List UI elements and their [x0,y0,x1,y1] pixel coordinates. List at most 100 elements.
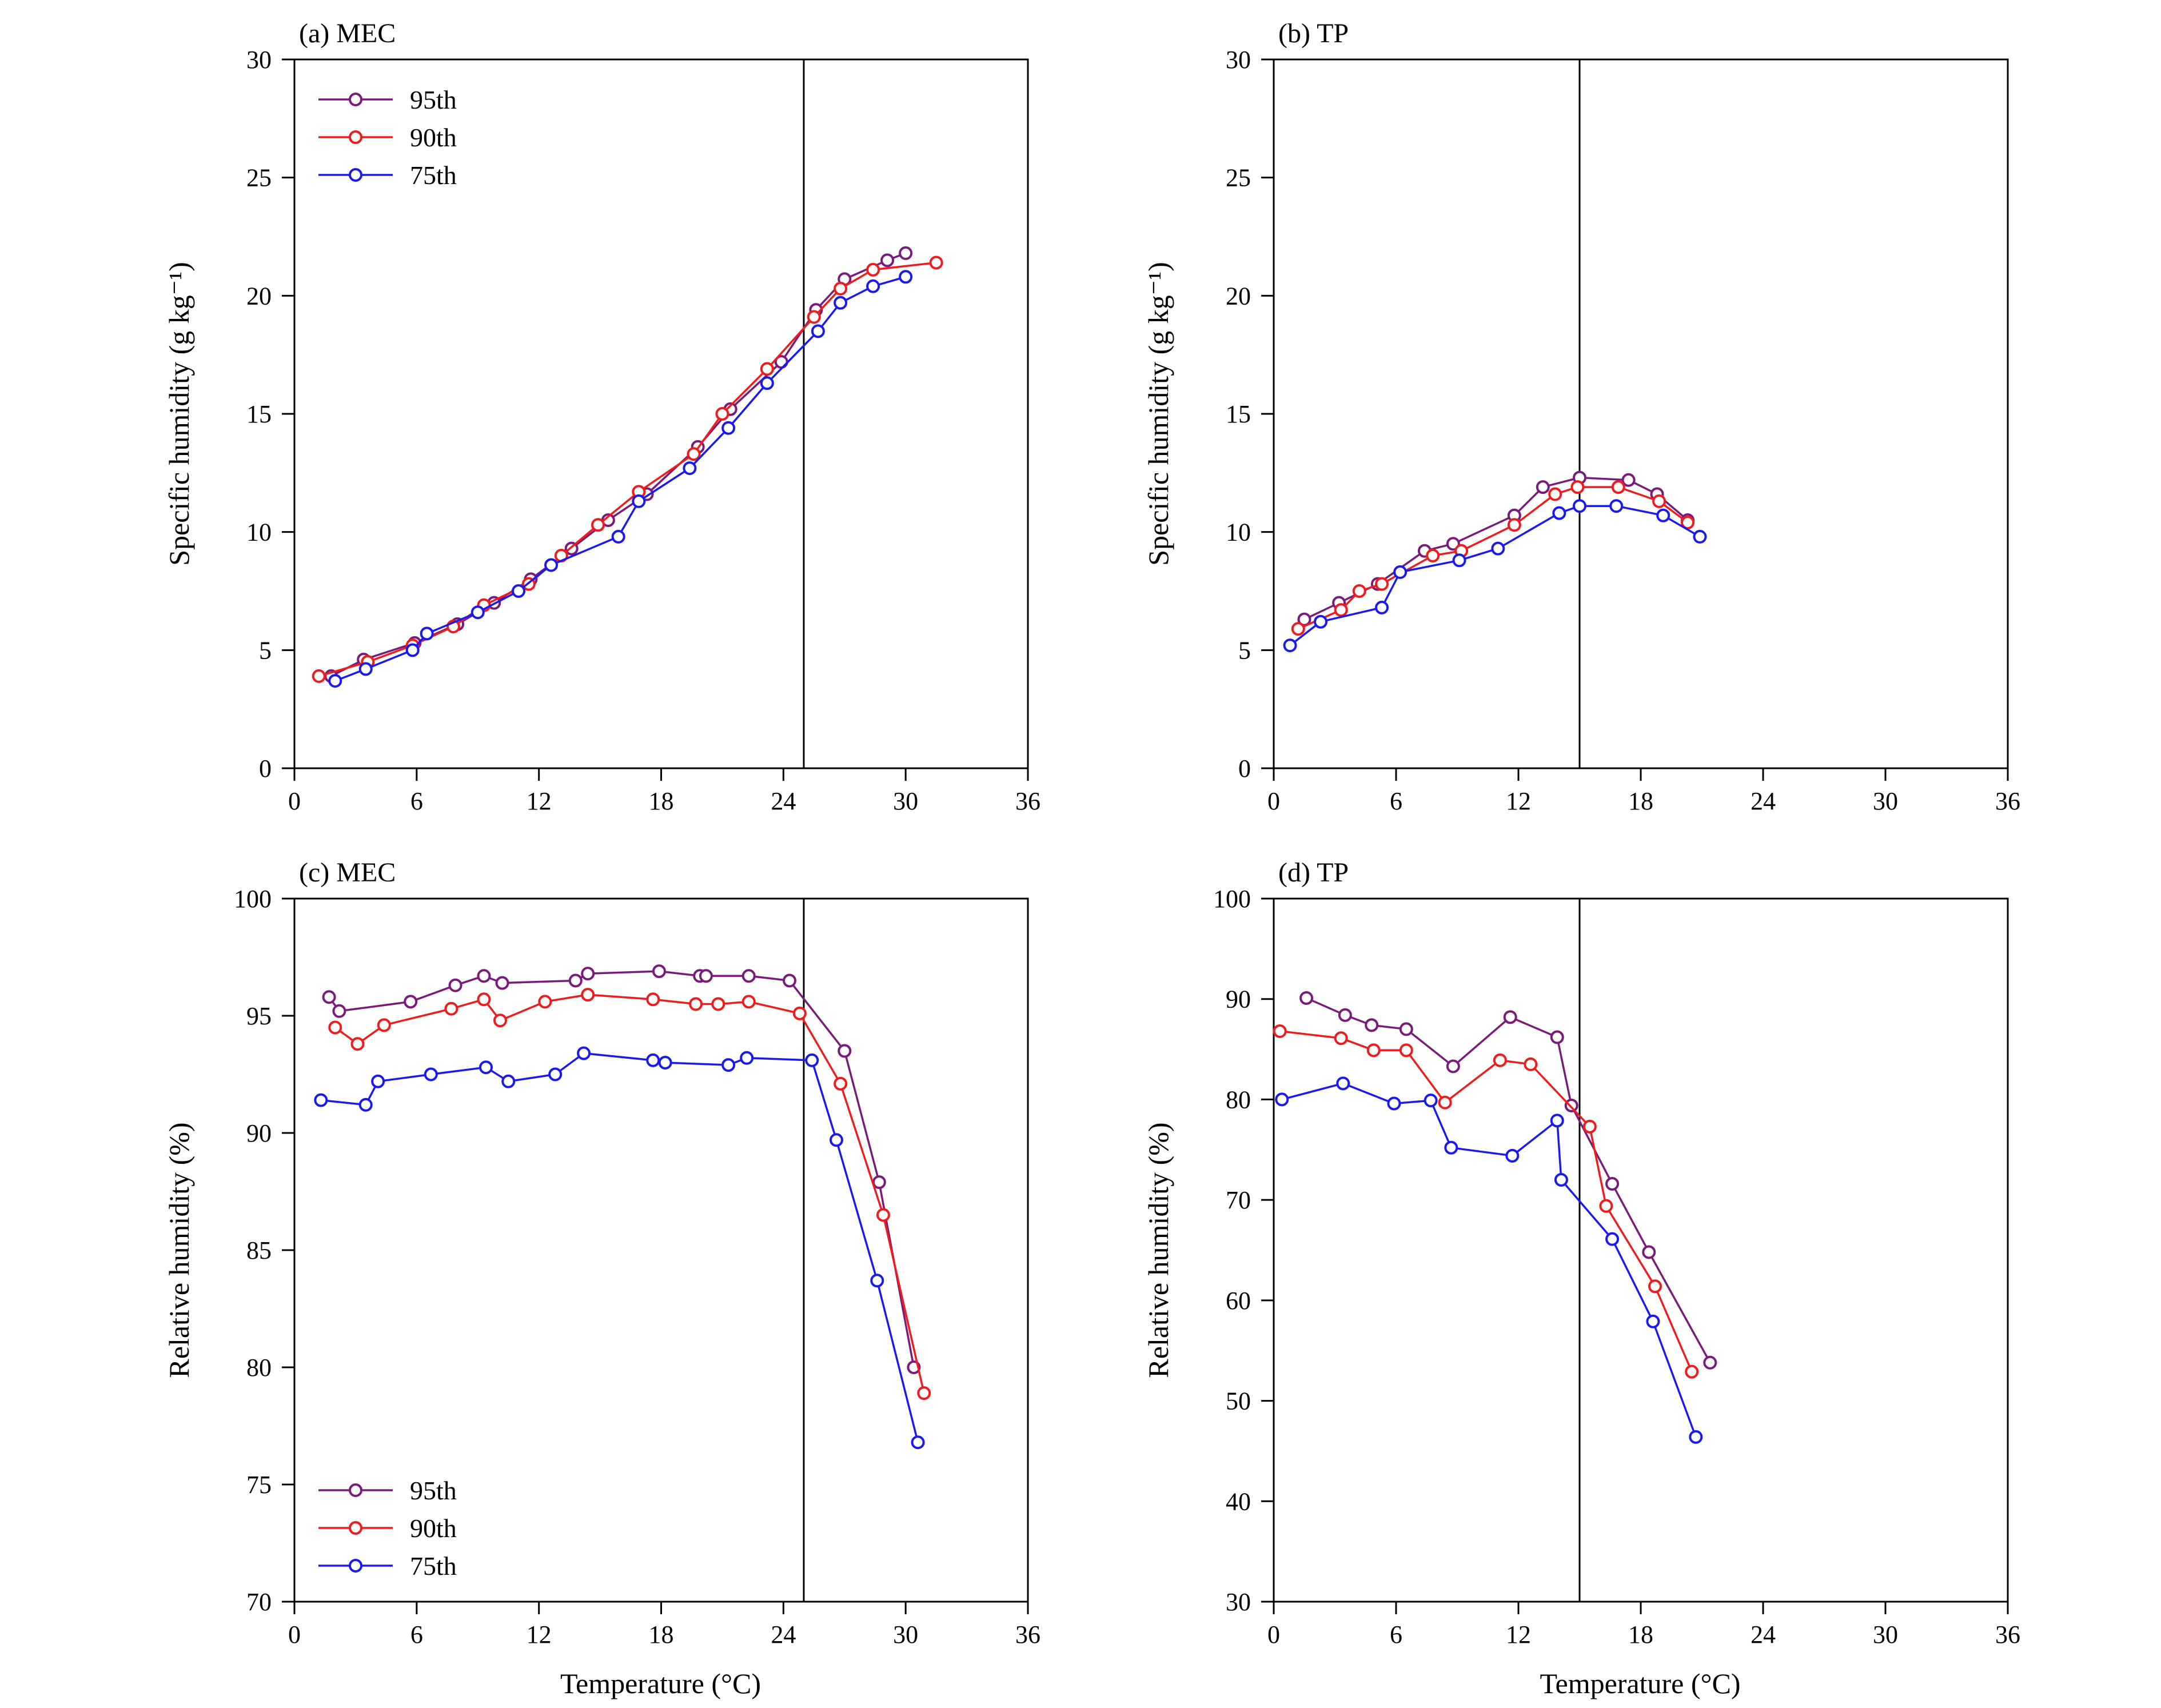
data-point-75th [1336,1076,1350,1091]
x-tick-label: 6 [410,1621,423,1649]
x-axis-title: Temperature (°C) [1540,1667,1740,1699]
data-point-90th [1375,577,1389,591]
data-point-95th [1550,1030,1564,1044]
panel-title: (b) TP [1278,18,1349,49]
y-axis-title: Relative humidity (%) [1142,1122,1174,1378]
x-tick-label: 36 [1015,787,1040,815]
data-point-90th [538,995,552,1009]
legend-marker-90th [349,1521,362,1535]
panel-a: 0 6 12 18 24 30 36 0 5 10 15 20 25 30 (a) MEC Specific … [163,18,1040,815]
y-tick-label: 90 [1226,985,1251,1013]
data-point-75th [911,1435,925,1450]
data-point-90th [715,407,729,421]
data-point-75th [805,1053,819,1067]
data-point-90th [493,1013,507,1028]
data-point-75th [512,584,526,598]
data-point-75th [1283,638,1297,653]
x-tick-label: 0 [1267,787,1280,815]
y-tick-label: 20 [246,282,272,310]
data-point-90th [312,669,326,683]
data-point-75th [834,296,848,310]
legend-marker-75th [349,168,362,182]
data-point-90th [1273,1024,1287,1038]
data-point-75th [471,605,485,620]
x-tick-label: 0 [1267,1621,1280,1649]
panel-title: (d) TP [1278,857,1349,888]
data-point-90th [1438,1095,1452,1110]
data-point-75th [1609,499,1624,513]
x-tick-label: 36 [1015,1621,1040,1649]
data-point-75th [1393,565,1408,579]
y-tick-label: 75 [246,1471,272,1499]
data-point-75th [721,1058,736,1072]
data-point-95th [699,969,713,983]
y-tick-label: 25 [1226,164,1251,192]
data-point-75th [544,558,559,572]
series-line-95th [1306,997,1711,1363]
y-tick-label: 70 [1226,1186,1251,1214]
data-point-95th [1399,1022,1413,1036]
x-tick-label: 0 [288,1621,301,1649]
legend-label-95th: 95th [410,85,457,114]
data-point-95th [1536,480,1550,494]
y-tick-label: 30 [1226,1588,1251,1616]
data-point-75th [1375,600,1389,614]
data-point-75th [811,324,825,338]
x-tick-label: 30 [1873,787,1898,815]
y-tick-label: 5 [259,636,272,664]
y-tick-label: 95 [246,1002,272,1030]
data-point-90th [1334,1031,1348,1045]
data-point-90th [834,1076,848,1091]
x-tick-label: 24 [771,787,796,815]
data-point-95th [1605,1177,1620,1191]
y-tick-label: 5 [1238,636,1251,664]
plot-frame [1273,58,2009,769]
data-point-75th [1505,1148,1520,1163]
data-point-75th [646,1053,660,1067]
data-point-95th [568,973,583,988]
data-point-90th [689,997,703,1011]
y-tick-label: 80 [1226,1086,1251,1114]
data-point-95th [322,990,336,1004]
data-point-95th [1503,1010,1517,1024]
data-point-75th [740,1051,754,1065]
data-point-75th [829,1133,843,1147]
data-point-90th [1652,494,1666,508]
data-point-90th [377,1018,391,1032]
data-point-90th [1570,480,1585,494]
x-tick-label: 36 [1995,1621,2020,1649]
panel-c: 0 6 12 18 24 30 36 70 75 80 85 90 95 100 (c) MEC Relati… [163,857,1040,1699]
data-point-90th [591,518,605,532]
data-point-75th [1646,1314,1660,1328]
data-point-75th [683,461,697,476]
panel-title: (c) MEC [299,857,396,888]
plot-frame [293,58,1029,769]
data-point-90th [1493,1053,1507,1067]
data-point-90th [1582,1119,1597,1134]
data-point-75th [424,1067,438,1082]
y-tick-label: 0 [259,755,272,783]
data-point-90th [876,1208,890,1222]
legend-label-75th: 75th [410,161,457,190]
data-point-95th [741,969,756,983]
data-point-75th [1656,508,1670,522]
y-tick-label: 60 [1226,1287,1251,1315]
data-point-90th [1548,487,1562,501]
data-point-90th [1426,549,1440,562]
y-tick-label: 15 [1226,400,1251,428]
data-point-95th [1621,473,1636,487]
y-tick-label: 85 [246,1236,272,1264]
data-point-75th [420,626,434,641]
legend-label-75th: 75th [410,1551,457,1581]
data-point-75th [314,1093,328,1107]
y-tick-label: 100 [234,885,272,913]
data-point-95th [838,1044,852,1058]
data-point-75th [658,1056,672,1070]
data-point-75th [328,674,342,688]
x-tick-label: 24 [1751,1621,1776,1649]
data-point-75th [1452,553,1466,568]
x-tick-label: 24 [1751,787,1776,815]
data-point-75th [1552,506,1566,520]
data-point-75th [870,1274,884,1288]
legend-marker-95th [349,93,362,106]
